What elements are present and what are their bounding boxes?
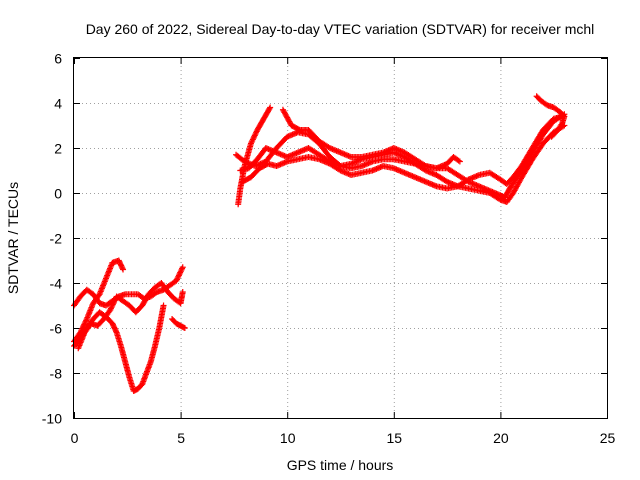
data-point-marker <box>179 265 186 272</box>
data-point-marker <box>108 304 115 311</box>
x-axis-label: GPS time / hours <box>287 457 394 473</box>
data-point-marker <box>251 133 258 140</box>
grid <box>74 58 607 418</box>
data-point-marker <box>107 307 114 313</box>
data-point-marker <box>248 139 255 146</box>
data-point-marker <box>456 158 463 165</box>
data-point-marker <box>247 140 254 147</box>
data-point-marker <box>249 137 256 144</box>
series-track-d <box>75 280 186 352</box>
data-point-marker <box>181 325 188 331</box>
data-point-marker <box>175 272 182 279</box>
series-track-a <box>71 257 127 345</box>
series-track-c <box>71 302 167 394</box>
data-point-marker <box>111 297 118 304</box>
data-point-marker <box>173 276 180 283</box>
chart-title: Day 260 of 2022, Sidereal Day-to-day VTE… <box>86 21 595 37</box>
data-point-marker <box>119 265 126 272</box>
y-tick-label: -4 <box>50 276 63 292</box>
data-point-marker <box>110 300 117 307</box>
data-point-marker <box>548 133 555 140</box>
data-point-marker <box>179 264 186 271</box>
data-point-marker <box>160 302 167 309</box>
y-tick-label: -10 <box>42 411 62 427</box>
data-point-marker <box>251 132 258 139</box>
data-point-marker <box>109 302 116 309</box>
series-track-k <box>533 93 568 140</box>
data-point-marker <box>252 131 259 138</box>
x-tick-label: 5 <box>177 430 185 446</box>
data-point-marker <box>175 273 182 280</box>
series-track-i <box>239 113 566 192</box>
x-tick-label: 0 <box>71 430 79 446</box>
y-tick-label: -8 <box>50 366 63 382</box>
data-point-marker <box>174 275 181 282</box>
x-tick-label: 15 <box>387 430 403 446</box>
data-point-marker <box>253 129 260 136</box>
x-tick-label: 20 <box>493 430 509 446</box>
y-axis-label: SDTVAR / TECUs <box>5 182 21 294</box>
data-point-marker <box>178 266 185 273</box>
data-point-marker <box>549 132 556 139</box>
axis-ticks <box>74 58 608 419</box>
y-tick-label: 6 <box>54 51 62 67</box>
data-point-marker <box>295 126 302 133</box>
data-point-marker <box>107 305 114 312</box>
data-point-marker <box>266 105 273 112</box>
data-point-marker <box>83 317 90 324</box>
data-point-marker <box>496 195 503 202</box>
y-tick-label: -6 <box>50 321 63 337</box>
data-series <box>71 93 568 394</box>
data-point-marker <box>421 162 428 169</box>
plot-frame <box>73 57 608 419</box>
x-tick-label: 10 <box>280 430 296 446</box>
y-tick-label: 4 <box>54 96 62 112</box>
data-point-marker <box>82 318 89 325</box>
data-point-marker <box>81 320 88 327</box>
data-point-marker <box>455 157 462 164</box>
tick-labels: 0 5 10 15 20 25 -10 -8 -6 -4 -2 0 2 4 6 <box>42 51 616 447</box>
data-point-marker <box>176 271 183 277</box>
data-point-marker <box>177 268 184 275</box>
data-point-marker <box>267 104 274 111</box>
data-point-marker <box>81 321 88 328</box>
data-point-marker <box>173 277 180 284</box>
data-point-marker <box>250 135 257 142</box>
data-point-marker <box>111 298 118 305</box>
data-point-marker <box>120 266 127 273</box>
data-point-marker <box>80 322 87 329</box>
data-point-marker <box>109 301 116 308</box>
data-point-marker <box>249 136 256 143</box>
x-tick-label: 25 <box>600 430 616 446</box>
y-tick-label: -2 <box>50 231 63 247</box>
data-point-marker <box>179 289 186 295</box>
data-point-marker <box>113 328 120 335</box>
data-point-marker <box>177 269 184 276</box>
series-track-j <box>279 106 463 172</box>
y-tick-label: 0 <box>54 186 62 202</box>
y-tick-label: 2 <box>54 141 62 157</box>
series-track-e <box>169 316 188 331</box>
